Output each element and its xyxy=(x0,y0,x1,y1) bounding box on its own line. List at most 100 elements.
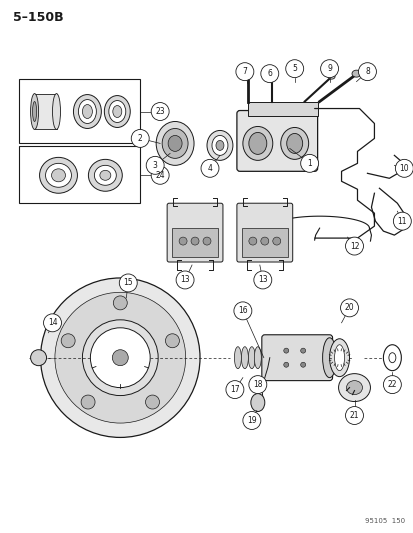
Circle shape xyxy=(190,237,199,245)
Circle shape xyxy=(392,212,411,230)
Ellipse shape xyxy=(100,171,111,180)
FancyBboxPatch shape xyxy=(261,335,332,381)
Ellipse shape xyxy=(338,374,370,401)
Circle shape xyxy=(225,381,243,399)
FancyBboxPatch shape xyxy=(167,203,223,262)
Circle shape xyxy=(233,302,251,320)
Text: 23: 23 xyxy=(155,107,164,116)
Text: 5: 5 xyxy=(292,64,297,73)
Text: 10: 10 xyxy=(399,164,408,173)
Ellipse shape xyxy=(268,74,275,79)
Circle shape xyxy=(55,292,185,423)
Text: 6: 6 xyxy=(267,69,272,78)
Ellipse shape xyxy=(113,106,121,117)
Circle shape xyxy=(248,376,266,393)
Circle shape xyxy=(345,407,363,424)
Circle shape xyxy=(300,155,318,172)
Ellipse shape xyxy=(94,165,116,185)
Ellipse shape xyxy=(33,102,36,122)
Ellipse shape xyxy=(40,157,77,193)
Ellipse shape xyxy=(78,100,96,124)
Circle shape xyxy=(340,299,358,317)
Bar xyxy=(35,94,56,130)
Ellipse shape xyxy=(211,135,228,156)
Circle shape xyxy=(394,159,412,177)
Ellipse shape xyxy=(216,140,223,150)
Ellipse shape xyxy=(351,70,360,77)
Circle shape xyxy=(253,271,271,289)
Ellipse shape xyxy=(322,338,336,377)
Circle shape xyxy=(43,314,62,332)
Circle shape xyxy=(345,237,363,255)
Bar xyxy=(19,147,140,203)
Circle shape xyxy=(146,156,164,174)
Circle shape xyxy=(300,362,305,367)
Text: 4: 4 xyxy=(207,164,212,173)
Circle shape xyxy=(235,63,253,80)
Text: 1: 1 xyxy=(306,159,311,168)
Circle shape xyxy=(119,274,137,292)
Text: 11: 11 xyxy=(396,216,406,225)
Bar xyxy=(247,102,317,116)
Ellipse shape xyxy=(73,94,101,128)
Ellipse shape xyxy=(254,347,261,369)
Circle shape xyxy=(176,271,194,289)
Text: 9: 9 xyxy=(326,64,331,73)
Circle shape xyxy=(82,320,158,395)
Ellipse shape xyxy=(88,159,122,191)
Ellipse shape xyxy=(52,94,60,130)
Circle shape xyxy=(113,296,127,310)
Circle shape xyxy=(260,64,278,83)
Text: 17: 17 xyxy=(230,385,239,394)
Circle shape xyxy=(285,60,303,78)
Circle shape xyxy=(283,362,288,367)
Circle shape xyxy=(320,60,338,78)
Ellipse shape xyxy=(280,127,308,159)
Ellipse shape xyxy=(329,339,349,377)
Ellipse shape xyxy=(206,131,233,160)
Text: 16: 16 xyxy=(237,306,247,316)
Circle shape xyxy=(61,334,75,348)
FancyBboxPatch shape xyxy=(236,110,317,171)
Ellipse shape xyxy=(31,94,38,130)
Ellipse shape xyxy=(248,133,266,155)
Ellipse shape xyxy=(51,169,65,182)
Text: 20: 20 xyxy=(344,303,354,312)
Text: 8: 8 xyxy=(364,67,369,76)
FancyBboxPatch shape xyxy=(236,203,292,262)
Bar xyxy=(241,228,287,257)
Ellipse shape xyxy=(45,163,71,187)
Bar xyxy=(19,79,140,143)
Ellipse shape xyxy=(168,135,182,151)
Ellipse shape xyxy=(104,95,130,127)
Circle shape xyxy=(31,350,46,366)
Ellipse shape xyxy=(248,347,255,369)
Circle shape xyxy=(90,328,150,387)
Circle shape xyxy=(202,237,211,245)
Text: 12: 12 xyxy=(349,241,358,251)
Text: 21: 21 xyxy=(349,411,358,420)
Circle shape xyxy=(179,237,187,245)
Circle shape xyxy=(81,395,95,409)
Circle shape xyxy=(242,411,260,430)
Text: 5–150B: 5–150B xyxy=(13,11,63,24)
Circle shape xyxy=(145,395,159,409)
Circle shape xyxy=(112,350,128,366)
Bar xyxy=(172,228,217,257)
Text: 22: 22 xyxy=(387,380,396,389)
Ellipse shape xyxy=(234,347,241,369)
Text: 18: 18 xyxy=(252,380,262,389)
Circle shape xyxy=(272,237,280,245)
Text: 13: 13 xyxy=(257,276,267,285)
Ellipse shape xyxy=(250,393,264,411)
Ellipse shape xyxy=(162,128,188,158)
Ellipse shape xyxy=(346,381,362,394)
Circle shape xyxy=(248,237,256,245)
Ellipse shape xyxy=(243,69,251,75)
Circle shape xyxy=(40,278,199,438)
Text: 7: 7 xyxy=(242,67,247,76)
Circle shape xyxy=(358,63,375,80)
Circle shape xyxy=(300,348,305,353)
Text: 24: 24 xyxy=(155,171,164,180)
Circle shape xyxy=(165,334,179,348)
